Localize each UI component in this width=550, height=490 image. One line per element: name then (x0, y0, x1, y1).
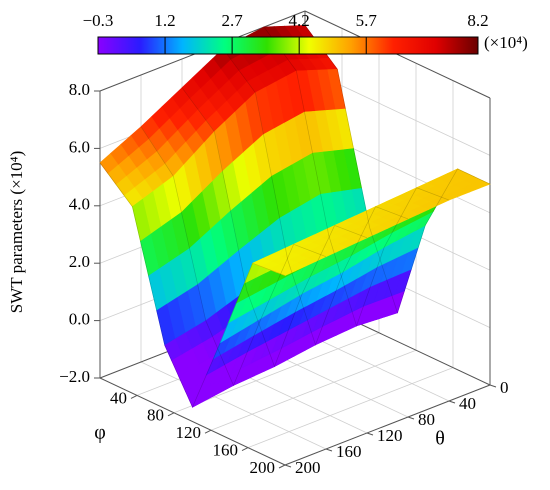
tick-mark (366, 432, 374, 436)
tick-mark (130, 394, 138, 399)
tick-mark (278, 464, 286, 469)
x-tick-label: 80 (147, 406, 164, 425)
z-tick-label: 6.0 (69, 137, 90, 156)
colorbar-tick-label: 2.7 (221, 11, 243, 30)
x-tick-label: 120 (176, 423, 202, 442)
tick-mark (448, 400, 456, 404)
x-axis-title: φ (94, 422, 106, 444)
colorbar-tick-label: 1.2 (154, 11, 175, 30)
colorbar-tick-label: 4.2 (289, 11, 310, 30)
z-axis-title: SWT parameters (×10⁴) (7, 151, 26, 313)
colorbar-tick-label: 8.2 (467, 11, 488, 30)
colorbar (97, 36, 479, 55)
colorbar-tick-label: −0.3 (83, 11, 114, 30)
mesh-line (222, 48, 409, 346)
tick-mark (407, 416, 415, 420)
z-tick-label: 8.0 (69, 80, 90, 99)
y-tick-label: 120 (377, 426, 403, 445)
tick-mark (167, 412, 175, 417)
mesh-line (140, 126, 327, 387)
mesh-line (181, 87, 368, 368)
tick-mark (241, 447, 249, 452)
z-tick-label: 4.0 (69, 195, 90, 214)
x-tick-label: 160 (213, 441, 239, 460)
colorbar-unit: (×10⁴) (484, 33, 528, 52)
y-axis-title: θ (435, 428, 445, 450)
mesh-line (263, 26, 450, 328)
tick-mark (204, 429, 212, 434)
mesh-line (304, 25, 491, 314)
tick-mark (284, 464, 292, 468)
tick-mark (489, 384, 497, 388)
z-tick-label: 0.0 (69, 310, 90, 329)
box-edge (99, 377, 286, 466)
mesh-line (99, 162, 286, 409)
y-tick-label: 80 (418, 410, 435, 429)
y-tick-label: 200 (295, 458, 321, 477)
x-tick-label: 200 (250, 458, 276, 477)
z-tick-label: 2.0 (69, 252, 90, 271)
colorbar-tick-label: 5.7 (356, 11, 378, 30)
y-tick-label: 160 (336, 442, 362, 461)
grid-line (173, 332, 380, 414)
grid-line (247, 367, 454, 448)
x-tick-label: 40 (110, 388, 127, 407)
z-tick-label: −2.0 (59, 367, 90, 386)
grid-line (140, 361, 327, 450)
grid-line (210, 349, 417, 431)
box-edge (284, 384, 491, 466)
tick-mark (325, 448, 333, 452)
y-tick-label: 40 (459, 394, 476, 413)
y-tick-label: 0 (500, 378, 509, 397)
surface-patch (276, 267, 297, 276)
